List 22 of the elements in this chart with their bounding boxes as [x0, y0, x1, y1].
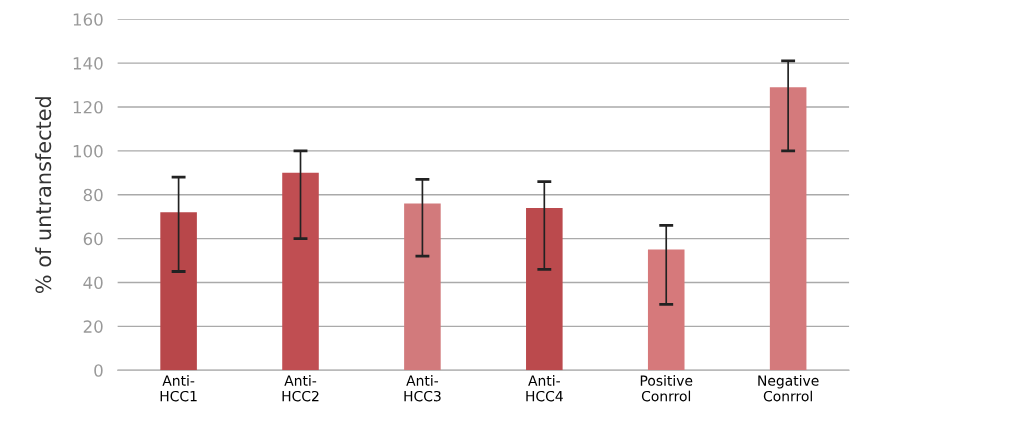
y-tick-label: 80 — [83, 188, 103, 202]
bar — [282, 172, 319, 371]
y-tick-label: 120 — [73, 100, 103, 114]
y-axis-title: % of untransfected — [35, 97, 52, 294]
y-tick-label: 160 — [73, 13, 103, 26]
x-tick-label: Anti- HCC3 — [404, 375, 441, 402]
x-tick-label: Negative Conrrol — [758, 375, 819, 402]
x-tick-label: Anti- HCC2 — [282, 375, 319, 402]
bar — [160, 212, 197, 371]
y-tick-label: 20 — [83, 320, 103, 333]
y-tick-label: 140 — [73, 57, 103, 70]
y-tick-label: 60 — [83, 232, 103, 246]
y-tick-label: 0 — [94, 364, 103, 377]
bar — [404, 203, 441, 371]
x-tick-label: Anti- HCC1 — [160, 375, 197, 402]
y-tick-label: 40 — [83, 276, 103, 290]
x-tick-label: Positive Conrrol — [640, 375, 693, 402]
x-tick-label: Anti- HCC4 — [526, 375, 563, 402]
y-tick-label: 100 — [73, 144, 103, 158]
bar — [647, 249, 685, 371]
bar — [526, 207, 563, 371]
bar — [769, 87, 807, 371]
